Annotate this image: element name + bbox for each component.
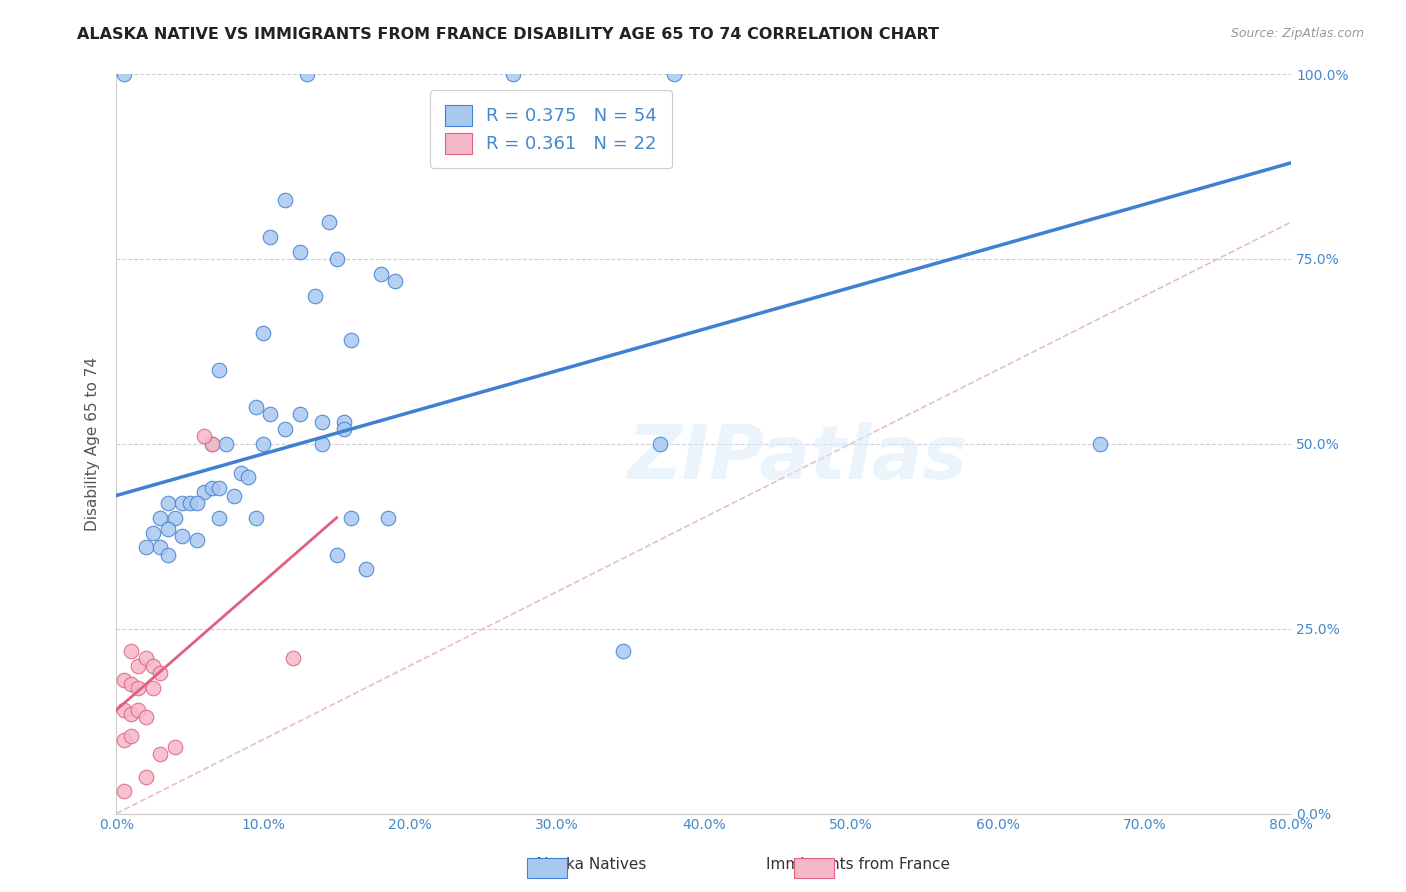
Point (333, 415, 356, 429)
Point (120, 729, 142, 743)
Point (142, 658, 165, 673)
Point (238, 470, 260, 484)
Point (142, 681, 165, 695)
Point (172, 496, 194, 510)
Point (135, 651, 157, 665)
Point (325, 548, 347, 562)
Point (215, 437, 238, 451)
Point (156, 496, 179, 510)
Legend: R = 0.375   N = 54, R = 0.361   N = 22: R = 0.375 N = 54, R = 0.361 N = 22 (430, 90, 672, 169)
Point (149, 541, 172, 555)
Point (229, 467, 252, 481)
Point (259, 229, 281, 244)
Point (354, 562, 377, 576)
Point (340, 510, 363, 524)
Point (502, 67, 524, 81)
Point (664, 67, 686, 81)
Point (112, 673, 135, 688)
Point (377, 510, 399, 524)
Point (208, 510, 231, 524)
Point (142, 525, 165, 540)
Point (281, 651, 304, 665)
Point (333, 422, 356, 436)
Point (127, 658, 149, 673)
Point (120, 677, 142, 691)
Point (156, 548, 179, 562)
Point (259, 407, 281, 421)
Point (201, 437, 224, 451)
Point (149, 510, 172, 524)
Point (311, 437, 333, 451)
Point (252, 326, 274, 340)
Point (186, 496, 208, 510)
Text: ZIPatlas: ZIPatlas (628, 422, 967, 495)
Point (112, 732, 135, 747)
Point (149, 747, 172, 762)
Point (288, 407, 311, 421)
Point (172, 529, 194, 543)
Point (288, 244, 311, 259)
Text: ALASKA NATIVE VS IMMIGRANTS FROM FRANCE DISABILITY AGE 65 TO 74 CORRELATION CHAR: ALASKA NATIVE VS IMMIGRANTS FROM FRANCE … (77, 27, 939, 42)
Point (245, 510, 267, 524)
Y-axis label: Disability Age 65 to 74: Disability Age 65 to 74 (86, 357, 100, 531)
Point (208, 363, 231, 377)
Point (193, 484, 215, 499)
Point (120, 706, 142, 721)
Point (163, 510, 186, 524)
Point (274, 422, 297, 436)
Point (274, 193, 297, 207)
Point (252, 437, 274, 451)
Point (201, 481, 224, 495)
Point (127, 681, 149, 695)
Text: Source: ZipAtlas.com: Source: ZipAtlas.com (1230, 27, 1364, 40)
Point (340, 333, 363, 347)
Text: Immigrants from France: Immigrants from France (766, 857, 949, 872)
Point (311, 415, 333, 429)
Point (222, 489, 245, 503)
Text: Alaska Natives: Alaska Natives (534, 857, 647, 872)
Point (208, 481, 231, 495)
Point (135, 541, 157, 555)
Point (201, 437, 224, 451)
Point (648, 437, 671, 451)
Point (193, 429, 215, 443)
Point (112, 703, 135, 717)
Point (304, 289, 326, 303)
Point (112, 67, 135, 81)
Point (370, 267, 392, 281)
Point (318, 215, 340, 229)
Point (135, 770, 157, 784)
Point (163, 739, 186, 754)
Point (325, 252, 347, 266)
Point (384, 274, 406, 288)
Point (149, 666, 172, 681)
Point (612, 644, 634, 658)
Point (179, 496, 201, 510)
Point (127, 703, 149, 717)
Point (186, 533, 208, 547)
Point (112, 784, 135, 798)
Point (245, 400, 267, 414)
Point (297, 67, 319, 81)
Point (135, 710, 157, 724)
Point (120, 644, 142, 658)
Point (156, 522, 179, 536)
Point (1090, 437, 1112, 451)
